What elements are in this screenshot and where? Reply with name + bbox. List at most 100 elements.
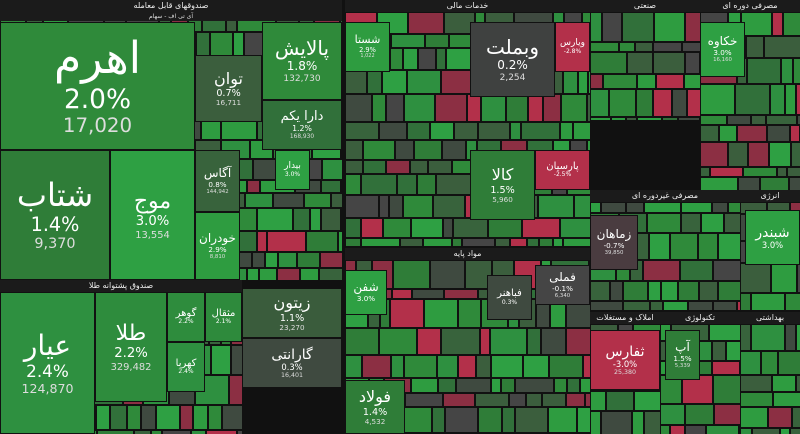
stock-tile[interactable]: گوهر 2.2% xyxy=(167,292,205,342)
cell xyxy=(590,117,611,120)
cell xyxy=(257,208,293,231)
stock-value: 23,270 xyxy=(279,322,305,332)
cell xyxy=(257,231,267,252)
cell xyxy=(585,393,590,407)
stock-name: شفن xyxy=(353,280,379,295)
stock-tile[interactable]: گارانتی 0.3% 16,401 xyxy=(242,338,342,388)
cell xyxy=(506,94,528,122)
stock-tile[interactable]: موج 3.0% 13,554 xyxy=(110,150,195,280)
stock-tile[interactable]: دارا یکم 1.2% 168,930 xyxy=(262,100,342,150)
cell xyxy=(740,392,773,407)
sector-title: مواد پایه xyxy=(345,248,590,260)
cell xyxy=(390,48,403,70)
stock-change: 3.0% xyxy=(713,48,732,58)
stock-change: 0.3% xyxy=(281,361,303,372)
stock-name: پالایش xyxy=(274,36,330,61)
cell xyxy=(622,12,654,42)
stock-tile[interactable]: پارسیان -2.5% xyxy=(535,150,590,190)
cell xyxy=(443,393,475,407)
cell xyxy=(549,355,583,378)
cell xyxy=(454,122,478,140)
cell xyxy=(390,299,424,328)
cell xyxy=(96,405,110,430)
stock-tile[interactable]: آپ 1.5% 5,339 xyxy=(665,330,700,380)
cell xyxy=(771,263,797,293)
cell xyxy=(606,391,634,411)
cell xyxy=(403,48,418,70)
cell xyxy=(719,125,737,142)
cell xyxy=(769,142,791,167)
stock-value: 16,711 xyxy=(215,98,242,108)
cell xyxy=(713,301,737,310)
stock-tile[interactable]: شبندر 3.0% xyxy=(745,210,800,265)
stock-tile[interactable]: زیتون 1.1% 23,270 xyxy=(242,288,342,338)
cell xyxy=(567,378,580,393)
stock-name: زیتون xyxy=(273,293,311,313)
cell xyxy=(566,328,590,355)
sector-title: خدمات مالی xyxy=(345,0,590,12)
cell xyxy=(770,84,785,115)
stock-tile[interactable]: بیدار 3.0% xyxy=(275,150,310,190)
cell xyxy=(430,122,454,140)
cell xyxy=(660,425,670,434)
stock-tile[interactable]: توان 0.7% 16,711 xyxy=(195,55,262,122)
stock-tile[interactable]: عیار 2.4% 124,870 xyxy=(0,292,95,434)
stock-tile[interactable]: کالا 1.5% 5,960 xyxy=(470,150,535,220)
stock-tile[interactable]: فولاد 1.4% 4,532 xyxy=(345,380,405,434)
cell xyxy=(796,84,800,115)
cell xyxy=(577,407,590,433)
cell xyxy=(273,193,304,208)
stock-value: 144,942 xyxy=(206,188,229,195)
cell xyxy=(424,299,458,328)
cell xyxy=(706,425,739,434)
cell xyxy=(680,260,713,281)
stock-name: دارا یکم xyxy=(280,108,324,124)
stock-tile[interactable]: ثفارس -3.0% 25,380 xyxy=(590,330,660,390)
sector-title: بهداشتی xyxy=(740,312,800,324)
cell xyxy=(411,378,438,393)
cell xyxy=(293,208,310,231)
stock-tile[interactable]: شتاب 1.4% 9,370 xyxy=(0,150,110,280)
stock-value: 5,339 xyxy=(674,362,691,369)
cell xyxy=(345,122,379,140)
cell xyxy=(521,122,560,140)
stock-tile[interactable]: خودران 2.9% 8,810 xyxy=(195,212,240,280)
cell xyxy=(650,301,663,310)
stock-tile[interactable]: طلا 2.2% 329,482 xyxy=(95,292,167,402)
cell xyxy=(180,405,193,430)
cell xyxy=(653,89,672,117)
stock-tile[interactable]: کهربا 2.4% xyxy=(167,342,205,392)
stock-tile[interactable]: شستا 2.9% 1,022 xyxy=(345,22,390,72)
cell xyxy=(414,140,442,160)
stock-tile[interactable]: خکاوه 3.0% 16,160 xyxy=(700,22,745,77)
cell xyxy=(417,174,436,195)
stock-change: 0.8% xyxy=(208,179,227,189)
cell xyxy=(661,281,678,301)
cell xyxy=(162,430,191,434)
stock-tile[interactable]: فملی -0.1% 6,340 xyxy=(535,265,590,305)
stock-tile[interactable]: آگاس 0.8% 144,942 xyxy=(195,150,240,212)
cell xyxy=(743,167,777,177)
stock-tile[interactable]: اهرم 2.0% 17,020 xyxy=(0,22,195,150)
cell xyxy=(663,301,688,310)
stock-tile[interactable]: فباهنر 0.3% xyxy=(487,275,532,320)
cell xyxy=(626,202,644,213)
cell xyxy=(748,142,769,167)
cell xyxy=(539,238,553,246)
stock-tile[interactable]: وبملت 0.2% 2,254 xyxy=(470,22,555,97)
stock-tile[interactable]: پالایش 1.8% 132,730 xyxy=(262,22,342,100)
cell xyxy=(151,430,162,434)
cell xyxy=(443,218,453,238)
stock-tile[interactable]: مثقال 2.1% xyxy=(205,292,242,342)
stock-tile[interactable]: زماهان -0.7% 39,850 xyxy=(590,215,638,270)
stock-change: 1.4% xyxy=(30,213,80,237)
cell xyxy=(700,177,738,190)
stock-change: 2.9% xyxy=(359,45,376,54)
cell xyxy=(467,94,481,122)
cell xyxy=(542,393,566,407)
stock-change: 2.1% xyxy=(215,318,232,326)
stock-tile[interactable]: شفن 3.0% xyxy=(345,270,387,315)
cell xyxy=(698,233,718,260)
stock-tile[interactable]: ویارس -2.8% xyxy=(555,22,590,72)
